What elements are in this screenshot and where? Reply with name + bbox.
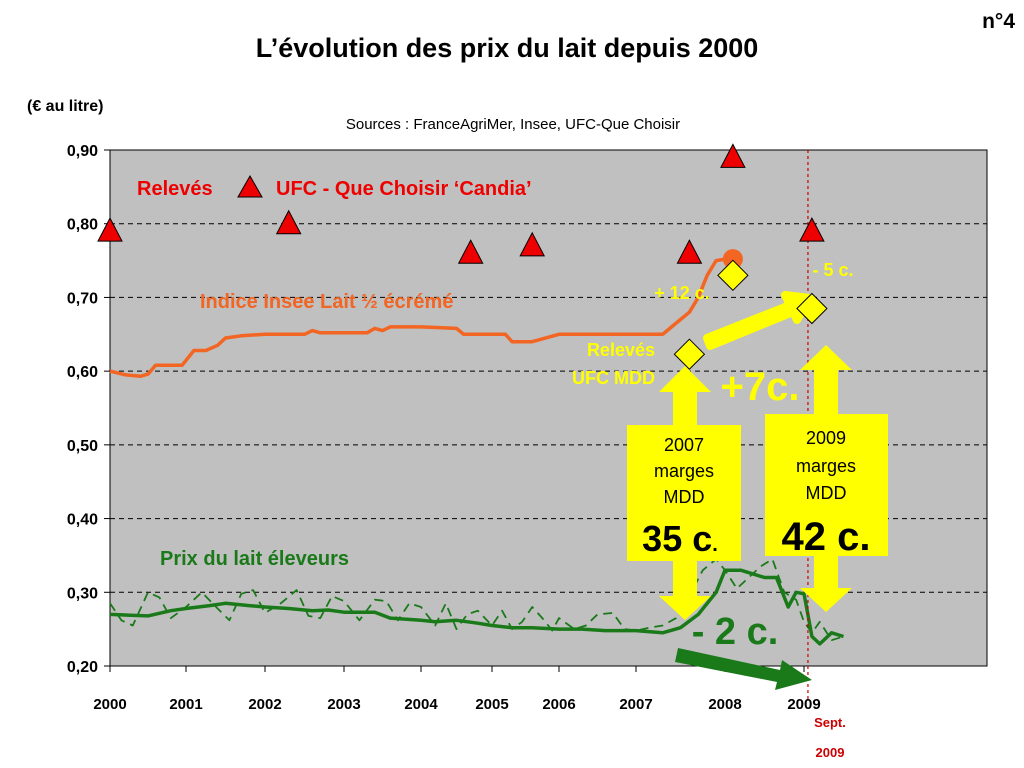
y-axis-label: (€ au litre): [27, 98, 103, 115]
axes: 0,20 0,30 0,40 0,50 0,60 0,70 0,80 0,90 2000 2001…: [67, 143, 821, 713]
box-2007-line3: MDD: [664, 487, 705, 507]
source-text: Sources : FranceAgriMer, Insee, UFC-Que …: [346, 116, 680, 133]
annotation-arrows: [659, 291, 852, 690]
chart-title: L’évolution des prix du lait depuis 2000: [256, 33, 759, 63]
legend-triangle-suffix: UFC - Que Choisir ‘Candia’: [276, 178, 532, 200]
legend-triangle-icon: [237, 174, 263, 198]
insee-label: Indice Insee Lait ½ écrémé: [200, 291, 453, 313]
mdd-diamond-marker: [796, 292, 828, 325]
candia-triangle-marker: [275, 209, 302, 235]
insee-line: [109, 257, 733, 379]
slide-number: n°4: [982, 10, 1015, 33]
arrow-minus2: [675, 648, 812, 690]
mdd-label-line1: Relevés: [587, 340, 655, 360]
box-2009-value: 42 c.: [782, 515, 871, 559]
box-2007-line2: marges: [654, 461, 714, 481]
box-2009-line2: marges: [796, 456, 856, 476]
y-tick-label: 0,60: [67, 364, 98, 381]
box-2007-year: 2007: [664, 435, 704, 455]
x-tick-label: 2003: [327, 696, 360, 713]
eleveurs-label: Prix du lait éleveurs: [160, 548, 349, 570]
box-2009: 2009 marges MDD 42 c.: [765, 414, 888, 559]
candia-triangle-marker: [720, 143, 746, 168]
arrow-2007: [659, 366, 711, 428]
x-tick-label: 2008: [708, 696, 741, 713]
insee-end-point: [722, 249, 743, 270]
box-2007: 2007 marges MDD 35 c.: [627, 425, 741, 561]
x-tick-label: 2000: [93, 696, 126, 713]
arrow-2009-bottom: [800, 556, 852, 612]
minus5-label: - 5 c.: [812, 260, 853, 280]
candia-triangle-marker: [519, 231, 546, 257]
candia-triangle-marker: [97, 217, 123, 242]
series-lines: [109, 257, 845, 646]
x-tick-label: 2006: [542, 696, 575, 713]
candia-triangle-marker: [457, 239, 484, 264]
x-tick-label: 2002: [248, 696, 281, 713]
mdd-label-line2: UFC MDD: [572, 368, 655, 388]
y-tick-label: 0,70: [67, 290, 98, 307]
candia-triangle-marker: [799, 217, 825, 242]
arrow-2007-bottom: [659, 558, 711, 620]
y-tick-label: 0,50: [67, 438, 98, 455]
x-tick-label: 2007: [619, 696, 652, 713]
minus2-label: - 2 c.: [692, 611, 779, 653]
box-2009-year: 2009: [806, 428, 846, 448]
x-tick-label: 2005: [475, 696, 508, 713]
y-tick-label: 0,20: [67, 659, 98, 676]
y-tick-label: 0,30: [67, 585, 98, 602]
mdd-diamond-marker: [717, 259, 749, 292]
box-2009-line3: MDD: [806, 483, 847, 503]
plus12-label: + 12 c.: [654, 283, 710, 303]
candia-triangle-marker: [676, 239, 703, 264]
eleveurs-line: [109, 568, 845, 646]
arrow-2009: [800, 345, 852, 416]
x-tick-label: 2004: [404, 696, 438, 713]
plot-area: [109, 149, 988, 667]
y-tick-label: 0,40: [67, 512, 98, 529]
y-tick-label: 0,90: [67, 143, 98, 160]
plus7-label: +7c.: [721, 365, 800, 409]
x-tick-label: 2009: [787, 696, 820, 713]
mdd-diamond-marker: [673, 338, 706, 370]
markers: [97, 143, 828, 370]
eleveurs-monthly-line: [109, 558, 844, 642]
sept-year-label: 2009: [816, 745, 845, 760]
y-tick-label: 0,80: [67, 217, 98, 234]
legend-triangle-prefix: Relevés: [137, 178, 213, 200]
sept-label: Sept.: [814, 715, 846, 730]
x-tick-label: 2001: [169, 696, 202, 713]
box-2007-value: 35 c.: [642, 518, 718, 559]
